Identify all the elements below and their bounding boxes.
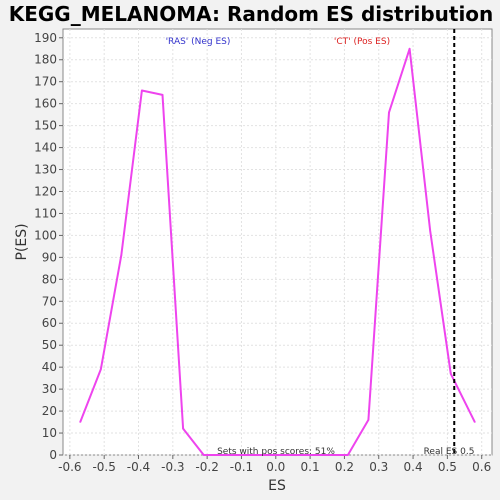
data-point [450,372,452,375]
x-tick-label: -0.1 [230,460,253,474]
y-tick-label: 50 [42,338,57,352]
plot-area [62,28,493,456]
x-tick-label: 0.1 [301,460,320,474]
x-tick-label: 0.6 [472,460,491,474]
data-point [264,454,267,456]
x-tick-label: -0.6 [58,460,81,474]
y-tick-label: 130 [34,163,57,177]
data-point [408,47,411,50]
x-tick-label: 0.4 [404,460,423,474]
data-point [305,454,308,456]
y-axis: 0 10 20 30 40 50 60 70 80 90 100 110 120 130 140 150 160… [34,31,63,462]
y-tick-label: 20 [42,404,57,418]
x-tick-label: -0.4 [127,460,150,474]
x-tick-label: -0.2 [195,460,218,474]
data-point [161,94,164,96]
series-layer [79,47,476,456]
data-point [474,421,476,423]
x-tick-label: 0.5 [438,460,457,474]
data-point [141,89,143,92]
y-tick-label: 80 [42,272,57,286]
y-tick-label: 70 [42,294,57,308]
y-tick-label: 110 [34,206,57,220]
data-point [326,454,329,456]
x-axis-label: ES [268,478,286,494]
y-tick-label: 120 [34,184,57,198]
y-tick-label: 60 [42,316,57,330]
y-tick-label: 160 [34,97,57,111]
x-tick-label: 0.3 [369,460,388,474]
y-tick-label: 150 [34,119,57,133]
y-tick-label: 140 [34,141,57,155]
grid-lines [63,29,492,456]
y-tick-label: 170 [34,75,57,89]
y-tick-label: 0 [49,448,57,462]
x-axis: -0.6 -0.5 -0.4 -0.3 -0.2 -0.1 0.0 0.1 0.2 0.3 0.4 0… [58,455,491,474]
data-point [182,427,184,430]
y-tick-label: 30 [42,382,57,396]
data-point [99,368,102,371]
y-tick-label: 190 [34,31,57,45]
data-point [429,230,432,232]
data-point [285,454,287,456]
data-point [223,454,226,456]
neg-es-label: 'RAS' (Neg ES) [166,37,231,47]
x-tick-label: -0.5 [92,460,115,474]
y-tick-label: 100 [34,228,57,242]
real-es-label: Real ES 0.5 [424,447,475,457]
pos-scores-fraction-label: Sets with pos scores: 51% [217,447,335,457]
data-point [79,421,81,423]
x-tick-label: 0.0 [266,460,285,474]
pos-es-label: 'CT' (Pos ES) [334,37,390,47]
x-tick-label: 0.2 [335,460,354,474]
y-tick-label: 10 [42,426,57,440]
data-point [388,111,390,114]
x-tick-label: -0.3 [161,460,184,474]
y-axis-label: P(ES) [14,223,30,260]
y-tick-label: 90 [42,250,57,264]
data-point [244,454,246,456]
data-point [347,454,349,456]
data-point [120,254,123,256]
y-tick-label: 180 [34,53,57,67]
chart-title: KEGG_MELANOMA: Random ES distribution [9,2,494,26]
data-point [367,419,370,421]
data-point [202,454,205,456]
y-tick-label: 40 [42,360,57,374]
es-distribution-line [79,47,476,456]
